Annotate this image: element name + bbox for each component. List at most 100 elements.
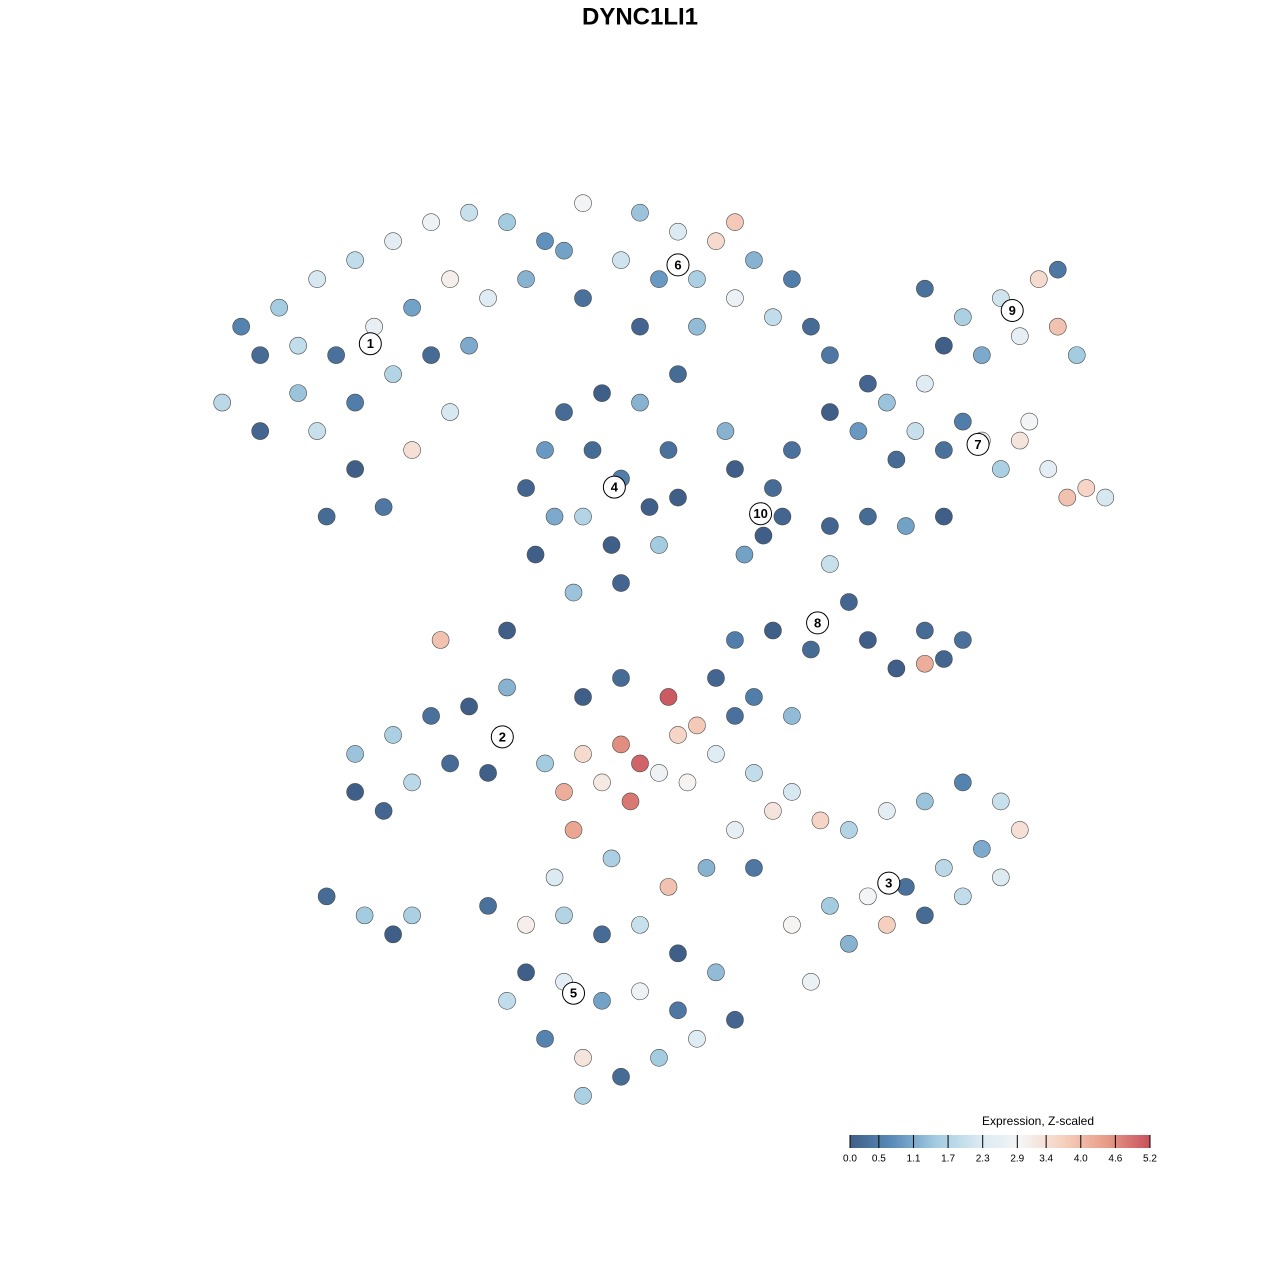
- cluster-badge: [877, 871, 901, 895]
- point: [935, 650, 953, 668]
- point: [1011, 821, 1029, 839]
- point: [251, 422, 269, 440]
- point: [374, 498, 393, 516]
- point: [783, 783, 801, 801]
- point: [954, 308, 972, 326]
- point: [479, 289, 497, 307]
- point: [574, 1086, 592, 1105]
- point: [498, 621, 516, 640]
- point: [859, 374, 877, 393]
- cluster-badge: [666, 253, 690, 277]
- point: [460, 336, 478, 355]
- point: [593, 925, 611, 944]
- point: [726, 289, 744, 307]
- point: [384, 232, 402, 250]
- point: [289, 336, 307, 355]
- point: [1058, 488, 1077, 507]
- point: [317, 887, 336, 906]
- point: [669, 222, 687, 241]
- point: [346, 251, 364, 269]
- point: [659, 688, 678, 706]
- point: [811, 811, 830, 830]
- cluster-label: 3: [885, 876, 892, 891]
- point: [849, 422, 868, 440]
- point: [688, 1030, 706, 1048]
- point: [745, 688, 763, 706]
- point: [555, 906, 573, 925]
- point: [821, 897, 839, 915]
- point: [878, 802, 896, 820]
- point: [555, 241, 573, 260]
- point: [1011, 327, 1029, 345]
- point: [574, 289, 592, 307]
- cluster-label: 5: [570, 986, 577, 1001]
- point: [650, 270, 668, 288]
- point: [821, 346, 839, 364]
- point: [574, 688, 592, 706]
- point: [536, 1030, 554, 1048]
- point: [355, 906, 374, 925]
- cluster-badge: [602, 475, 626, 499]
- point: [422, 346, 440, 364]
- point: [707, 963, 725, 982]
- point: [697, 859, 716, 877]
- point: [517, 270, 535, 288]
- point: [517, 916, 535, 934]
- point: [602, 536, 621, 554]
- point: [384, 726, 402, 744]
- point: [545, 507, 564, 526]
- colorbar-title: Expression, Z-scaled: [982, 1114, 1094, 1128]
- point: [317, 507, 336, 526]
- point: [745, 251, 763, 269]
- cluster-label: 1: [367, 336, 374, 351]
- point: [536, 232, 554, 250]
- point: [631, 393, 649, 412]
- point: [954, 412, 972, 431]
- point: [583, 441, 602, 459]
- point: [232, 317, 250, 336]
- point: [536, 754, 554, 773]
- point: [612, 1067, 630, 1086]
- point: [631, 203, 649, 222]
- point: [935, 507, 953, 526]
- cluster-badge: [966, 432, 990, 456]
- point: [783, 916, 801, 934]
- point: [431, 631, 450, 649]
- colorbar-tick-label: 2.9: [1010, 1154, 1024, 1165]
- point: [735, 545, 754, 564]
- point: [745, 859, 763, 877]
- chart-title: DYNC1LI1: [582, 3, 698, 30]
- cluster-badge: [562, 981, 586, 1005]
- point: [631, 916, 649, 934]
- point: [384, 925, 402, 944]
- point: [802, 317, 820, 336]
- point: [403, 441, 421, 459]
- point: [754, 526, 773, 545]
- point: [650, 1049, 668, 1067]
- point: [887, 659, 906, 678]
- point: [1030, 270, 1048, 288]
- point: [346, 460, 364, 478]
- point: [688, 317, 706, 336]
- colorbar-tick-label: 0.0: [843, 1154, 857, 1165]
- point: [659, 441, 678, 459]
- point: [602, 849, 621, 868]
- point: [916, 374, 934, 393]
- point: [726, 460, 744, 478]
- cluster-label: 4: [611, 480, 619, 495]
- colorbar-tick-label: 1.1: [907, 1154, 921, 1165]
- colorbar-tick-label: 5.2: [1143, 1154, 1157, 1165]
- point: [992, 868, 1010, 887]
- point: [992, 792, 1010, 811]
- point: [403, 298, 421, 317]
- point: [498, 213, 516, 231]
- colorbar: [850, 1135, 1150, 1148]
- point: [517, 479, 535, 497]
- point: [764, 621, 782, 640]
- point: [859, 631, 877, 649]
- point: [460, 203, 478, 222]
- cluster-badge: [358, 332, 382, 356]
- point: [726, 631, 744, 649]
